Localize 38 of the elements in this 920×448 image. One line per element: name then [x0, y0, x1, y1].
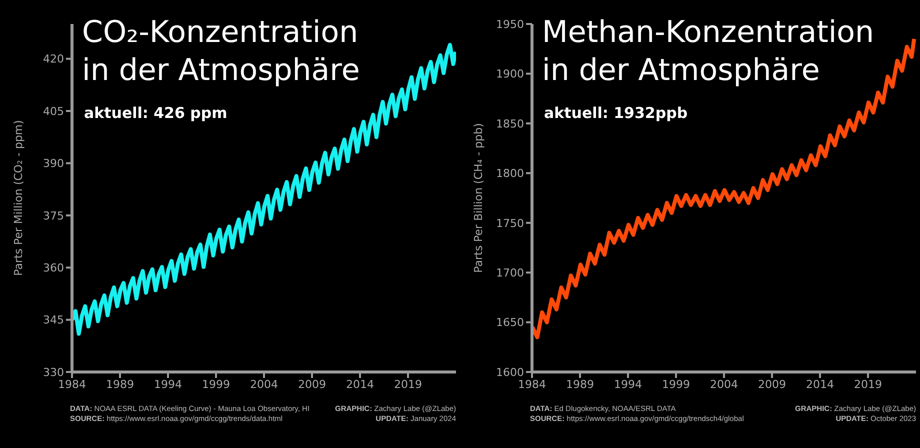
y-tick-label: 375: [43, 209, 64, 222]
x-tick-label: 1989: [106, 378, 134, 391]
y-tick-label: 390: [43, 157, 64, 170]
x-tick-label: 1984: [518, 378, 546, 391]
y-axis-title: Parts Per Million (CO₂ - ppm): [12, 120, 25, 276]
y-tick-label: 360: [43, 262, 64, 275]
y-tick-label: 1700: [496, 266, 524, 280]
x-tick-label: 1994: [154, 378, 182, 391]
line-series: [72, 42, 456, 336]
x-tick-label: 2019: [854, 378, 882, 391]
x-tick-label: 2004: [710, 378, 738, 391]
y-tick-label: 405: [43, 104, 64, 118]
x-tick-label: 2014: [346, 378, 374, 391]
y-tick-label: 345: [43, 314, 64, 327]
chart-title: Methan-Konzentration in der Atmosphäre: [542, 14, 876, 90]
x-tick-label: 1994: [614, 378, 642, 391]
y-tick-label: 330: [43, 366, 64, 379]
text: aktuell: 426 ppm: [84, 104, 228, 122]
text: aktuell: 1932ppb: [544, 104, 688, 122]
x-tick-label: 2014: [806, 378, 834, 391]
x-tick-label: 1999: [662, 378, 690, 391]
x-tick-label: 1999: [202, 378, 230, 391]
x-tick-label: 2019: [394, 378, 422, 391]
x-tick-label: 2009: [758, 378, 786, 391]
x-tick-label: 1989: [566, 378, 594, 391]
y-tick-label: 1650: [496, 316, 524, 330]
y-tick-label: 1950: [496, 18, 524, 31]
y-tick-label: 1800: [496, 167, 524, 180]
x-tick-label: 2009: [298, 378, 326, 391]
y-tick-label: 1600: [496, 366, 524, 379]
x-tick-label: 2004: [250, 378, 278, 391]
y-tick-label: 1850: [496, 117, 524, 130]
y-tick-label: 1900: [496, 68, 524, 81]
y-tick-label: 1750: [496, 216, 524, 230]
y-axis-title: Parts Per Billion (CH₄ - ppb): [472, 123, 485, 273]
chart-title: CO₂-Konzentration in der Atmosphäre: [82, 14, 361, 90]
x-tick-label: 1984: [58, 378, 86, 391]
y-tick-label: 420: [43, 52, 64, 66]
